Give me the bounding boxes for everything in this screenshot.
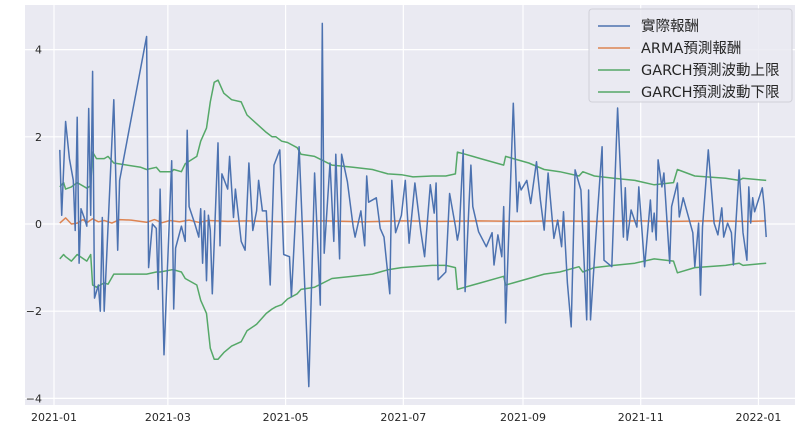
legend-label-2: GARCH預測波動上限 <box>641 62 780 79</box>
legend-box <box>588 8 793 103</box>
x-tick-label: 2021-11 <box>618 411 664 424</box>
y-tick-label: 0 <box>35 218 42 231</box>
x-tick-label: 2021-09 <box>500 411 546 424</box>
y-tick-label: −2 <box>26 305 42 318</box>
series-lines <box>59 22 767 388</box>
x-tick-label: 2022-01 <box>735 411 781 424</box>
x-axis-ticks: 2021-01 2021-03 2021-05 2021-07 2021-09 2021-… <box>31 411 781 424</box>
y-tick-label: 4 <box>35 44 42 57</box>
series-line-3 <box>59 253 767 360</box>
y-tick-label: 2 <box>35 131 42 144</box>
legend-label-3: GARCH預測波動下限 <box>641 84 780 101</box>
y-tick-label: −4 <box>26 392 42 405</box>
legend: 實際報酬 ARMA預測報酬 GARCH預測波動上限 GARCH預測波動下限 <box>588 8 793 103</box>
x-tick-label: 2021-03 <box>145 411 191 424</box>
legend-label-1: ARMA預測報酬 <box>641 40 741 57</box>
x-tick-label: 2021-05 <box>263 411 309 424</box>
series-line-0 <box>59 22 767 388</box>
legend-label-0: 實際報酬 <box>641 17 699 35</box>
x-tick-label: 2021-01 <box>31 411 77 424</box>
y-axis-ticks: −4 −2 0 2 4 <box>26 44 42 406</box>
series-line-2 <box>59 79 767 190</box>
x-tick-label: 2021-07 <box>380 411 426 424</box>
